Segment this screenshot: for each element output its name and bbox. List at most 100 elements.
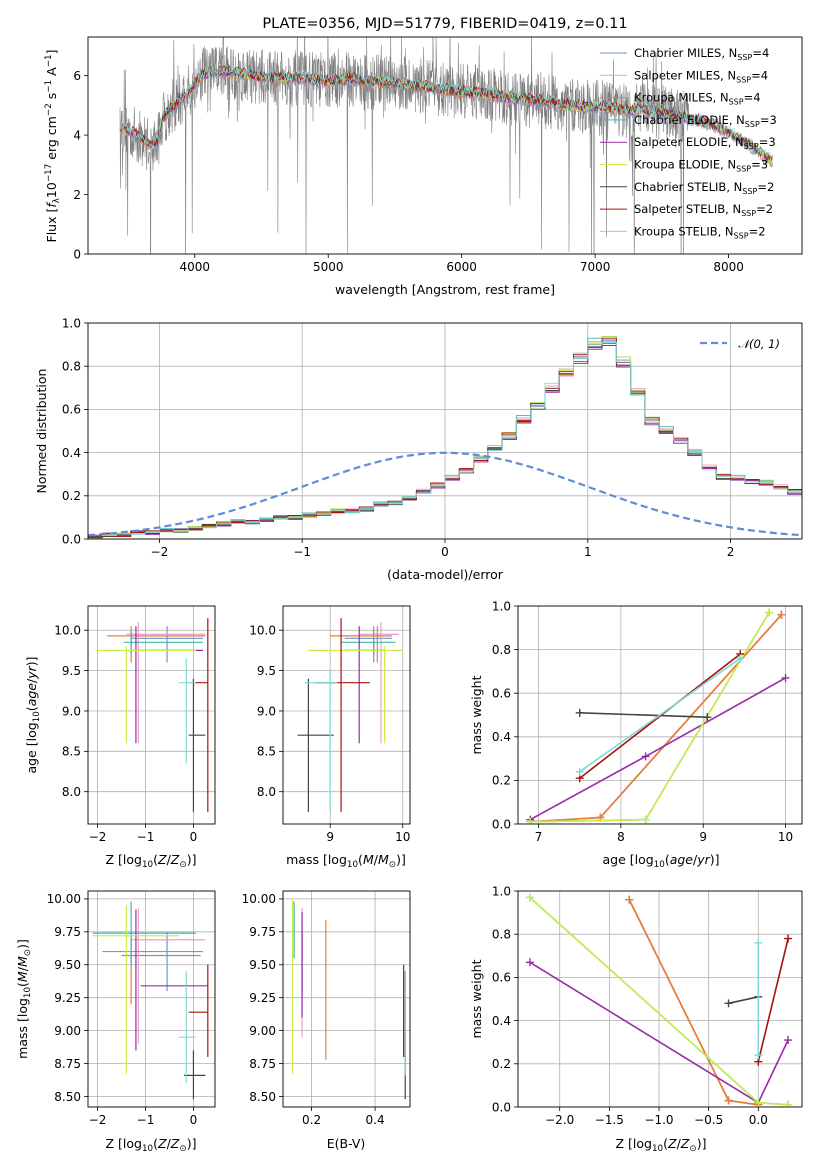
plus-marker (525, 893, 534, 902)
age-vs-metallicity-x-axis-label: Z [log10(Z/Z⊙)] (106, 852, 197, 870)
y-tick-label: 8.75 (249, 1057, 276, 1071)
y-tick-label: 4 (73, 128, 81, 142)
x-tick-label: 2 (727, 545, 735, 559)
y-tick-label: 9.00 (54, 1024, 81, 1038)
x-tick-label: −2 (89, 830, 107, 844)
histogram-chabrier-miles (88, 339, 802, 539)
series-chabrier-stelib (575, 708, 712, 722)
errorbar-chabrier-stelib (183, 1050, 206, 1100)
weight-vs-metallicity-panel: −2.0 −1.5 −1.0 −0.5 0.0 0.0 0.2 0.4 0.6 0.8 1.0 Z [… (469, 884, 803, 1154)
series-kroupa-elodie (526, 608, 774, 824)
x-tick-label: 1 (584, 545, 592, 559)
series-salpeter-stelib (754, 934, 793, 1066)
plus-marker (575, 708, 584, 717)
y-tick-label: 9.75 (249, 925, 276, 939)
age-vs-metallicity-panel-plot-area (88, 606, 215, 824)
legend-entry-kroupa-elodie: Kroupa ELODIE, NSSP=3 (634, 158, 768, 174)
errorbar-kroupa-miles (107, 626, 206, 663)
model-spectrum-kroupa-stelib (119, 64, 773, 165)
y-tick-label: 9.75 (54, 925, 81, 939)
errorbar-kroupa-stelib (179, 658, 196, 764)
age-vs-mass-x-axis-label: mass [log10(M/M⊙)] (286, 852, 406, 870)
x-tick-label: 7000 (580, 260, 611, 274)
spectrum-panel: 4000 5000 6000 7000 8000 0 2 4 6 PLATE=0356, MJD=… (44, 16, 803, 297)
y-tick-label: 0.4 (62, 446, 81, 460)
y-tick-label: 0.0 (492, 1100, 511, 1114)
y-tick-label: 8.50 (249, 1090, 276, 1104)
y-tick-label: 2 (73, 188, 81, 202)
x-tick-label: −2.0 (545, 1113, 574, 1127)
axes-frame (517, 890, 803, 1108)
weight-vs-metallicity-panel-plot-area (518, 891, 802, 1107)
histogram-salpeter-stelib (88, 337, 802, 539)
y-tick-label: 0.2 (492, 1057, 511, 1071)
series-line (728, 996, 759, 1005)
weight-vs-age-y-axis-label: mass weight (469, 675, 484, 754)
series-line (628, 899, 759, 1106)
x-tick-label: 10 (395, 830, 410, 844)
errorbar-salpeter-stelib (188, 964, 209, 1057)
legend-entry-salpeter-elodie: Salpeter ELODIE, NSSP=3 (634, 135, 776, 151)
y-tick-label: 8.5 (62, 745, 81, 759)
errorbar-kroupa-miles (102, 931, 204, 1005)
plus-marker (784, 1036, 793, 1045)
errorbar-salpeter-elodie (135, 909, 208, 1051)
errorbar-salpeter-elodie (344, 626, 385, 744)
errorbar-chabrier-stelib (297, 678, 334, 812)
legend-entry-kroupa-stelib: Kroupa STELIB, NSSP=2 (634, 224, 766, 240)
x-tick-label: 0.2 (302, 1113, 321, 1127)
y-tick-label: 9.25 (249, 991, 276, 1005)
mass-vs-metallicity-panel-plot-area (88, 891, 215, 1107)
errorbar-salpeter-miles (131, 908, 206, 1044)
y-tick-label: 8.0 (257, 785, 276, 799)
x-tick-label: −1.5 (595, 1113, 624, 1127)
x-tick-label: 0.4 (366, 1113, 385, 1127)
y-tick-label: 0.6 (492, 687, 511, 701)
y-tick-label: 9.50 (54, 958, 81, 972)
errorbar-kroupa-stelib (304, 670, 338, 812)
histogram-kroupa-stelib (88, 341, 802, 537)
mass-vs-metallicity-x-axis-label: Z [log10(Z/Z⊙)] (106, 1136, 197, 1154)
x-tick-label: 0 (190, 1113, 198, 1127)
plus-marker (784, 934, 793, 943)
series-line (628, 899, 759, 1106)
x-tick-label: 8000 (713, 260, 744, 274)
series-line (579, 712, 708, 718)
histogram-kroupa-miles (88, 341, 802, 539)
y-tick-label: 0 (73, 247, 81, 261)
errorbar-kroupa-stelib (179, 971, 196, 1084)
y-tick-label: 9.5 (62, 664, 81, 678)
y-tick-label: 0.8 (492, 928, 511, 942)
x-tick-label: 5000 (313, 260, 344, 274)
axes-frame (282, 890, 411, 1108)
age-vs-mass-panel-plot-area (283, 606, 410, 824)
y-tick-label: 1.0 (62, 316, 81, 330)
plus-marker (641, 752, 650, 761)
x-tick-label: 9 (699, 830, 707, 844)
plus-marker (784, 1100, 793, 1107)
y-tick-label: 0.2 (492, 774, 511, 788)
x-tick-label: −1 (293, 545, 311, 559)
plus-marker (703, 713, 712, 722)
plus-marker (777, 610, 786, 619)
weight-vs-age-panel: 7 8 9 10 0.0 0.2 0.4 0.6 0.8 1.0 age [log10(age/yr… (469, 599, 803, 870)
x-tick-label: 7 (535, 830, 543, 844)
x-tick-label: 9 (326, 830, 334, 844)
errorbar-kroupa-miles (330, 626, 392, 663)
series-line (757, 938, 789, 1062)
model-spectrum-chabrier-stelib (119, 65, 773, 162)
spectrum-title: PLATE=0356, MJD=51779, FIBERID=0419, z=0… (262, 16, 627, 32)
y-tick-label: 9.25 (54, 991, 81, 1005)
legend-entry-kroupa-miles: Kroupa MILES, NSSP=4 (634, 91, 761, 107)
mass-vs-ebv-x-axis-label: E(B-V) (327, 1136, 366, 1151)
errorbar-kroupa-elodie (92, 905, 180, 1075)
x-tick-label: 6000 (446, 260, 477, 274)
plus-marker (754, 1051, 763, 1060)
y-tick-label: 0.0 (492, 817, 511, 831)
plus-marker (625, 895, 634, 904)
plus-marker (525, 958, 534, 967)
y-tick-label: 0.6 (492, 971, 511, 985)
age-y-axis-label: age [log10(age/yr)] (24, 656, 42, 773)
mass-vs-metallicity-panel: −2 −1 0 8.50 8.75 9.00 9.25 9.50 9.75 10.00 Z [log… (15, 890, 216, 1154)
